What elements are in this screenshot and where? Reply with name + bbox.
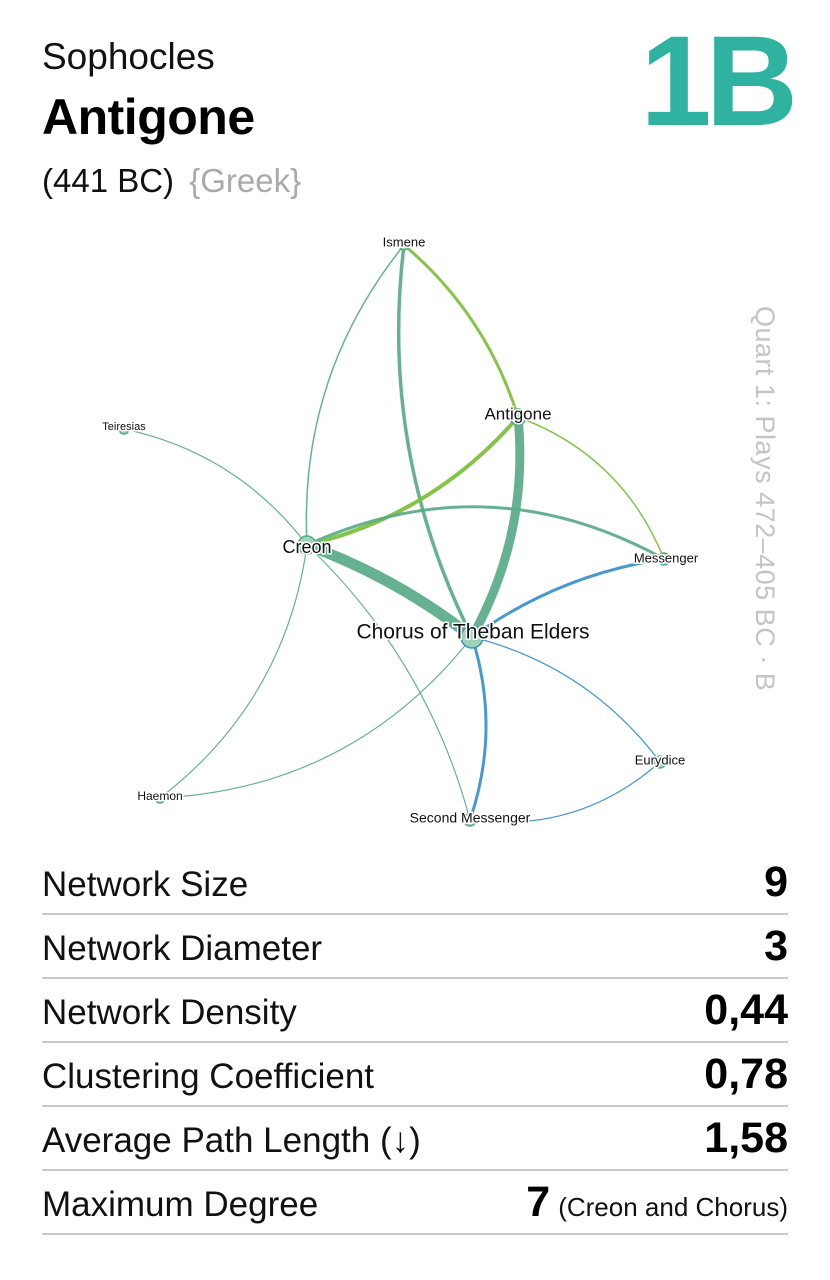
- stat-label: Clustering Coefficient: [42, 1057, 375, 1096]
- stat-label: Network Diameter: [42, 929, 323, 968]
- author: Sophocles: [42, 36, 215, 77]
- node-chorus[interactable]: [460, 625, 484, 649]
- edge-ismene-chorus: [396, 243, 474, 639]
- nodes-layer: [118, 239, 671, 827]
- node-label-haemon: Haemon: [137, 789, 182, 803]
- node-label-messenger: Messenger: [634, 550, 699, 565]
- stat-row: Average Path Length (↓) 1,58: [42, 1108, 788, 1171]
- stat-row: Network Density 0,44: [42, 980, 788, 1043]
- stat-label: Network Density: [42, 993, 297, 1032]
- stat-label: Maximum Degree: [42, 1185, 319, 1224]
- node-creon[interactable]: [297, 535, 317, 555]
- stat-row: Network Diameter 3: [42, 916, 788, 979]
- labels-layer: Ismene Antigone Teiresias Creon Messenger Cho…: [101, 233, 701, 827]
- stat-row: Clustering Coefficient 0,78: [42, 1044, 788, 1107]
- edge-creon-second_messenger: [306, 544, 471, 821]
- edge-antigone-chorus: [467, 412, 525, 642]
- node-second_messenger[interactable]: [463, 813, 477, 827]
- stats-table: Network Size 9 Network Diameter 3 Networ…: [42, 852, 788, 1235]
- edge-chorus-eurydice: [471, 636, 661, 763]
- stat-value: 1,58: [704, 1114, 788, 1162]
- node-haemon[interactable]: [154, 792, 166, 804]
- edge-antigone-creon: [305, 415, 520, 547]
- node-label-chorus: Chorus of Theban Elders: [356, 621, 589, 644]
- node-label-creon: Creon: [282, 537, 331, 557]
- stat-value: 7 (Creon and Chorus): [526, 1178, 788, 1226]
- edge-antigone-messenger: [517, 416, 665, 560]
- edge-chorus-messenger: [470, 557, 666, 639]
- node-teiresias[interactable]: [118, 423, 130, 435]
- stat-value: 0,78: [704, 1050, 788, 1098]
- stat-label: Average Path Length (↓): [42, 1121, 421, 1160]
- edges-layer: [123, 243, 666, 823]
- edge-chorus-haemon: [159, 636, 473, 799]
- edge-ismene-creon: [305, 244, 405, 546]
- edge-creon-chorus: [301, 539, 478, 643]
- edge-chorus-second_messenger: [468, 635, 488, 822]
- node-antigone[interactable]: [509, 408, 527, 426]
- node-messenger[interactable]: [657, 552, 671, 566]
- edge-eurydice-second_messenger: [469, 761, 661, 823]
- stat-label: Network Size: [42, 865, 249, 904]
- edge-teiresias-creon: [123, 428, 308, 546]
- node-eurydice[interactable]: [653, 755, 667, 769]
- play-code: 1B: [640, 10, 798, 153]
- edge-ismene-antigone: [402, 243, 520, 419]
- node-label-second_messenger: Second Messenger: [410, 810, 531, 826]
- node-label-eurydice: Eurydice: [635, 752, 686, 767]
- edge-creon-haemon: [159, 544, 308, 799]
- language: {Greek}: [189, 162, 302, 199]
- node-label-ismene: Ismene: [383, 234, 426, 249]
- year: (441 BC): [42, 162, 175, 199]
- stat-value: 3: [764, 922, 788, 970]
- play-title: Antigone: [42, 89, 255, 145]
- node-label-antigone: Antigone: [484, 404, 551, 423]
- year-language-line: (441 BC) {Greek}: [42, 162, 301, 200]
- stat-row: Maximum Degree 7 (Creon and Chorus): [42, 1172, 788, 1235]
- stat-value: 9: [764, 858, 788, 906]
- edge-creon-messenger: [305, 505, 666, 561]
- stat-value: 0,44: [704, 986, 788, 1034]
- network-graph: Ismene Antigone Teiresias Creon Messenger Cho…: [101, 233, 701, 827]
- node-ismene[interactable]: [398, 239, 410, 251]
- stat-row: Network Size 9: [42, 852, 788, 915]
- node-label-teiresias: Teiresias: [102, 421, 146, 433]
- stat-note: (Creon and Chorus): [558, 1192, 788, 1222]
